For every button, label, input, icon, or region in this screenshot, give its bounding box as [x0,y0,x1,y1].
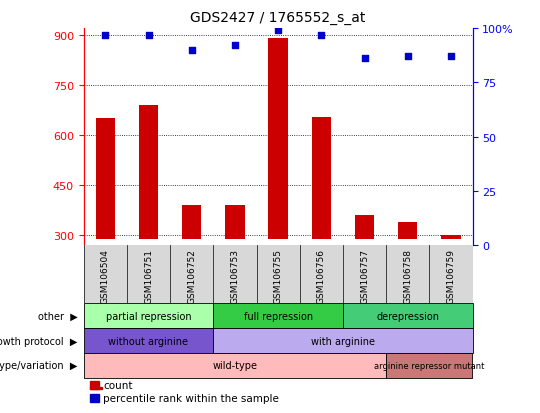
Text: partial repression: partial repression [106,311,191,321]
Bar [386,353,472,378]
Bar [90,394,99,402]
Text: GSM106752: GSM106752 [187,248,196,303]
Point [403,54,412,60]
Text: other  ▶: other ▶ [38,311,78,321]
Bar [139,106,158,239]
Text: count: count [103,380,133,390]
Text: GSM106757: GSM106757 [360,248,369,303]
Bar [84,328,213,353]
Bar [84,304,213,328]
Bar [90,381,99,389]
Text: derepression: derepression [376,311,439,321]
Bar [84,353,386,378]
Point [101,32,110,39]
Text: GSM106751: GSM106751 [144,248,153,303]
Text: GSM106759: GSM106759 [447,248,455,303]
Point [447,54,455,60]
Bar [225,206,245,239]
Text: GSM106753: GSM106753 [231,248,239,303]
Text: GSM106756: GSM106756 [317,248,326,303]
Bar [96,119,115,239]
Text: wild-type: wild-type [212,361,258,370]
Bar [398,222,417,239]
Text: growth protocol  ▶: growth protocol ▶ [0,336,78,346]
Bar [441,236,461,239]
Text: GSM106504: GSM106504 [101,248,110,303]
Bar [312,117,331,239]
Bar [213,304,343,328]
Bar [355,216,374,239]
Point [360,56,369,62]
Text: percentile rank within the sample: percentile rank within the sample [103,393,279,403]
Point [144,32,153,39]
Bar [343,304,472,328]
Point [231,43,239,50]
Point [317,32,326,39]
Bar [213,328,472,353]
Text: arginine repressor mutant: arginine repressor mutant [374,361,484,370]
Title: GDS2427 / 1765552_s_at: GDS2427 / 1765552_s_at [191,11,366,25]
Text: full repression: full repression [244,311,313,321]
Text: without arginine: without arginine [109,336,188,346]
Bar [182,206,201,239]
Point [274,28,282,34]
Text: GSM106758: GSM106758 [403,248,412,303]
Point [187,47,196,54]
Bar [268,39,288,239]
Text: genotype/variation  ▶: genotype/variation ▶ [0,361,78,370]
Text: with arginine: with arginine [311,336,375,346]
Text: GSM106755: GSM106755 [274,248,282,303]
Bar [90,387,102,389]
